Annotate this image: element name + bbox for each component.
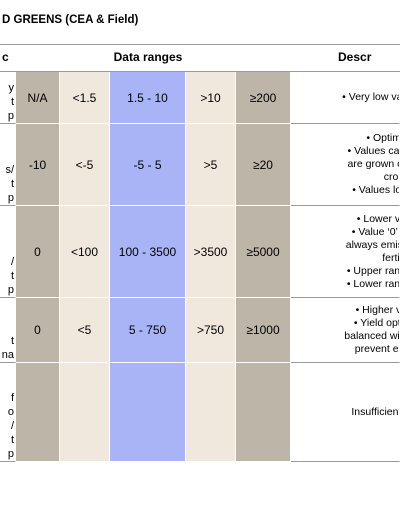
- row-label: s/t p: [0, 124, 16, 206]
- range-cell: ≥20: [236, 124, 291, 206]
- label-line: /: [10, 420, 14, 432]
- description-line: ferti: [382, 251, 400, 264]
- column-header: Data ranges: [113, 50, 183, 64]
- label-line: /: [10, 256, 14, 268]
- range-cell: -5 - 5: [110, 124, 186, 206]
- description: • Optimum• Values can be neare grown on …: [291, 124, 400, 206]
- row-label: / t p: [0, 206, 16, 298]
- label-line: t: [10, 96, 14, 108]
- range-cell: ≥1000: [236, 298, 291, 363]
- range-cell: -10: [16, 124, 60, 206]
- label-line: t: [10, 335, 14, 347]
- label-line: na: [1, 349, 14, 361]
- description: • Higher values• Yield optimizatbalanced…: [291, 298, 400, 363]
- column-header: c: [2, 50, 9, 64]
- range-cell: <100: [60, 206, 110, 298]
- row-label: f o / t p: [0, 363, 16, 462]
- range-cell: >3500: [186, 206, 236, 298]
- description-line: • Lower ranges are: [346, 277, 400, 290]
- description-line: • Value ‘0’ is inco: [351, 225, 399, 238]
- label-line: s/: [5, 164, 14, 176]
- row-label: t na: [0, 298, 16, 363]
- description-line: Insufficient data t: [351, 405, 400, 418]
- range-cell: <5: [60, 298, 110, 363]
- description-line: balanced with reaso: [344, 330, 400, 342]
- description-line: • Very low values are: [342, 91, 399, 103]
- description-line: • Values lower th: [352, 184, 399, 196]
- description: Insufficient data t: [291, 363, 400, 462]
- column-header: Descr: [338, 50, 372, 64]
- rule: [0, 44, 400, 45]
- description: • Lower values• Value ‘0’ is incoalways …: [291, 206, 400, 298]
- range-cell: 100 - 3500: [110, 206, 186, 298]
- description-line: • Higher values: [355, 304, 399, 316]
- range-cell: [186, 363, 236, 462]
- description-line: • Optimum: [366, 132, 400, 144]
- description-line: cro: [383, 171, 399, 183]
- label-line: p: [7, 284, 14, 296]
- description-line: • Values can be ne: [347, 145, 400, 157]
- range-cell: 0: [16, 298, 60, 363]
- description-line: are grown on resid: [347, 158, 399, 170]
- range-cell: [236, 363, 291, 462]
- range-cell: >750: [186, 298, 236, 363]
- range-cell: 1.5 - 10: [110, 72, 186, 124]
- range-cell: 0: [16, 206, 60, 298]
- range-cell: <-5: [60, 124, 110, 206]
- range-cell: <1.5: [60, 72, 110, 124]
- range-cell: >10: [186, 72, 236, 124]
- range-cell: 5 - 750: [110, 298, 186, 363]
- rule: [0, 71, 400, 72]
- title: D GREENS (CEA & Field): [2, 14, 139, 26]
- range-cell: [110, 363, 186, 462]
- label-line: f: [10, 392, 14, 404]
- range-cell: >5: [186, 124, 236, 206]
- label-line: p: [7, 448, 14, 460]
- description-line: prevent environ: [354, 343, 399, 355]
- label-line: t: [10, 434, 14, 446]
- range-cell: [16, 363, 60, 462]
- label-line: o: [7, 406, 14, 418]
- label-line: y: [8, 82, 15, 94]
- label-line: t: [10, 270, 14, 282]
- description-line: • Upper ranges are: [346, 264, 400, 277]
- range-cell: ≥200: [236, 72, 291, 124]
- description-line: • Lower values: [356, 212, 400, 225]
- range-cell: ≥5000: [236, 206, 291, 298]
- label-line: p: [7, 192, 14, 204]
- range-cell: [60, 363, 110, 462]
- description-line: • Yield optimizat: [353, 317, 399, 329]
- range-cell: N/A: [16, 72, 60, 124]
- label-line: t: [10, 178, 14, 190]
- label-line: p: [7, 110, 14, 122]
- description-line: always emissions o: [345, 238, 399, 251]
- description: • Very low values are: [291, 72, 400, 124]
